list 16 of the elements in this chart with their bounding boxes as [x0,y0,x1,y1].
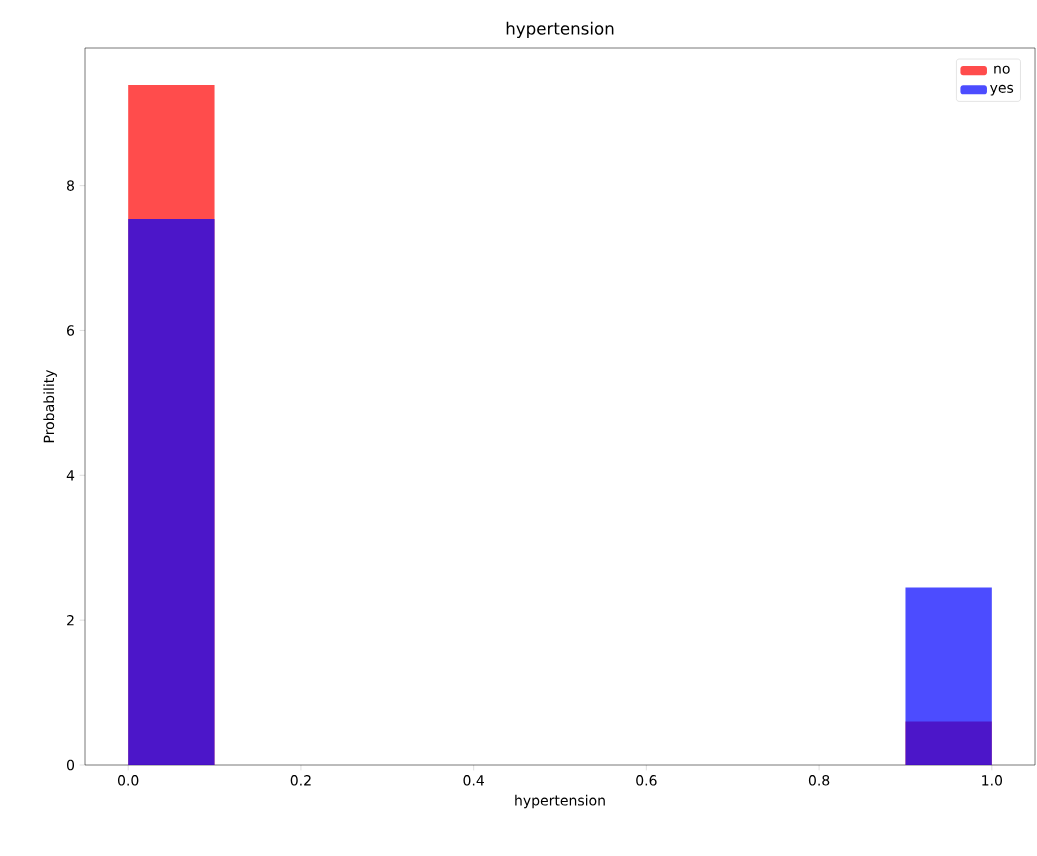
y-tick-label: 6 [67,325,75,336]
y-tick-label: 2 [67,614,74,626]
legend-label: yes [990,84,1014,96]
x-axis-title: hypertension [515,794,605,809]
x-tick-label: 0.0 [117,775,139,786]
chart-title: hypertension [506,21,614,38]
x-tick-label: 0.8 [808,775,830,786]
y-tick-label: 0 [66,759,75,771]
x-tick-label: 0.6 [636,775,657,786]
y-tick-label: 8 [66,180,74,191]
y-axis-title: Probability [43,369,57,443]
y-tick-label: 4 [66,470,75,481]
legend-label: no [994,65,1010,74]
x-tick-label: 0.4 [463,775,484,786]
x-tick-label: 1.0 [982,775,1003,786]
x-tick-label: 0.2 [290,775,311,786]
